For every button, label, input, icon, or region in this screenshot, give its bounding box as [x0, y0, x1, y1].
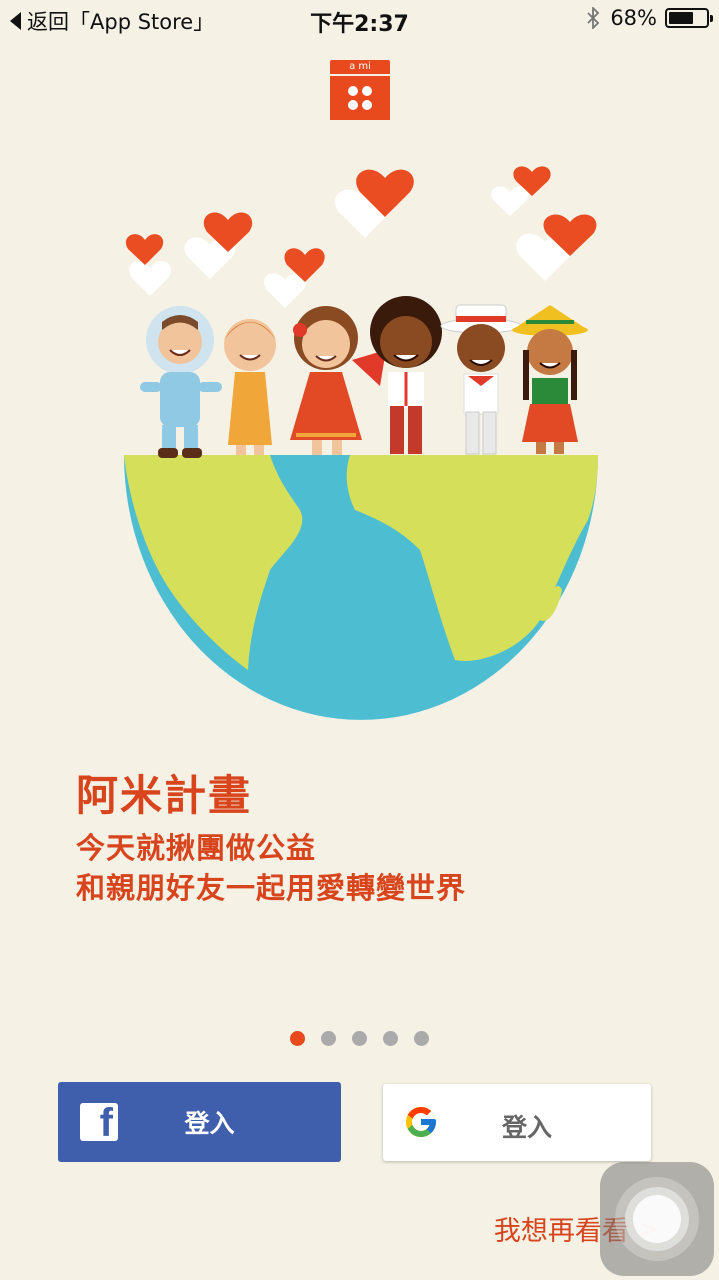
- facebook-login-label: 登入: [184, 1109, 235, 1138]
- assistive-touch-button[interactable]: [600, 1162, 714, 1276]
- status-time: 下午2:37: [310, 12, 409, 37]
- back-to-app-store-button[interactable]: 返回「App Store」: [10, 6, 214, 36]
- facebook-login-button[interactable]: f 登入: [58, 1082, 341, 1162]
- subtitle-line-1: 今天就揪團做公益: [76, 831, 317, 865]
- google-icon: [406, 1107, 436, 1137]
- page-indicator: [290, 1031, 445, 1046]
- page-subtitle: 今天就揪團做公益 和親朋好友一起用愛轉變世界: [76, 828, 466, 908]
- logo-text: a mi: [330, 60, 390, 74]
- battery-percent: 68%: [610, 6, 657, 30]
- globe: [124, 455, 598, 720]
- children-figures: [140, 296, 588, 458]
- app-logo: a mi: [330, 60, 390, 120]
- back-label: 返回「App Store」: [27, 10, 215, 34]
- battery-fill: [669, 12, 694, 24]
- battery-icon: [665, 8, 713, 28]
- google-login-label: 登入: [501, 1113, 552, 1142]
- page-title: 阿米計畫: [76, 771, 253, 820]
- back-arrow-icon: [10, 12, 21, 30]
- ami-logo-icon: [330, 76, 390, 120]
- status-bar: 返回「App Store」 下午2:37 68%: [0, 0, 719, 40]
- subtitle-line-2: 和親朋好友一起用愛轉變世界: [76, 871, 467, 905]
- page-dot[interactable]: [383, 1031, 398, 1046]
- google-login-button[interactable]: 登入: [383, 1084, 651, 1161]
- page-dot[interactable]: [414, 1031, 429, 1046]
- page-dot[interactable]: [352, 1031, 367, 1046]
- page-dot[interactable]: [321, 1031, 336, 1046]
- hearts-decoration: [125, 166, 597, 308]
- facebook-icon: f: [80, 1103, 118, 1141]
- page-dot[interactable]: [290, 1031, 305, 1046]
- bluetooth-icon: [587, 7, 600, 29]
- children-on-globe-illustration: [124, 166, 598, 720]
- status-right: 68%: [586, 6, 713, 30]
